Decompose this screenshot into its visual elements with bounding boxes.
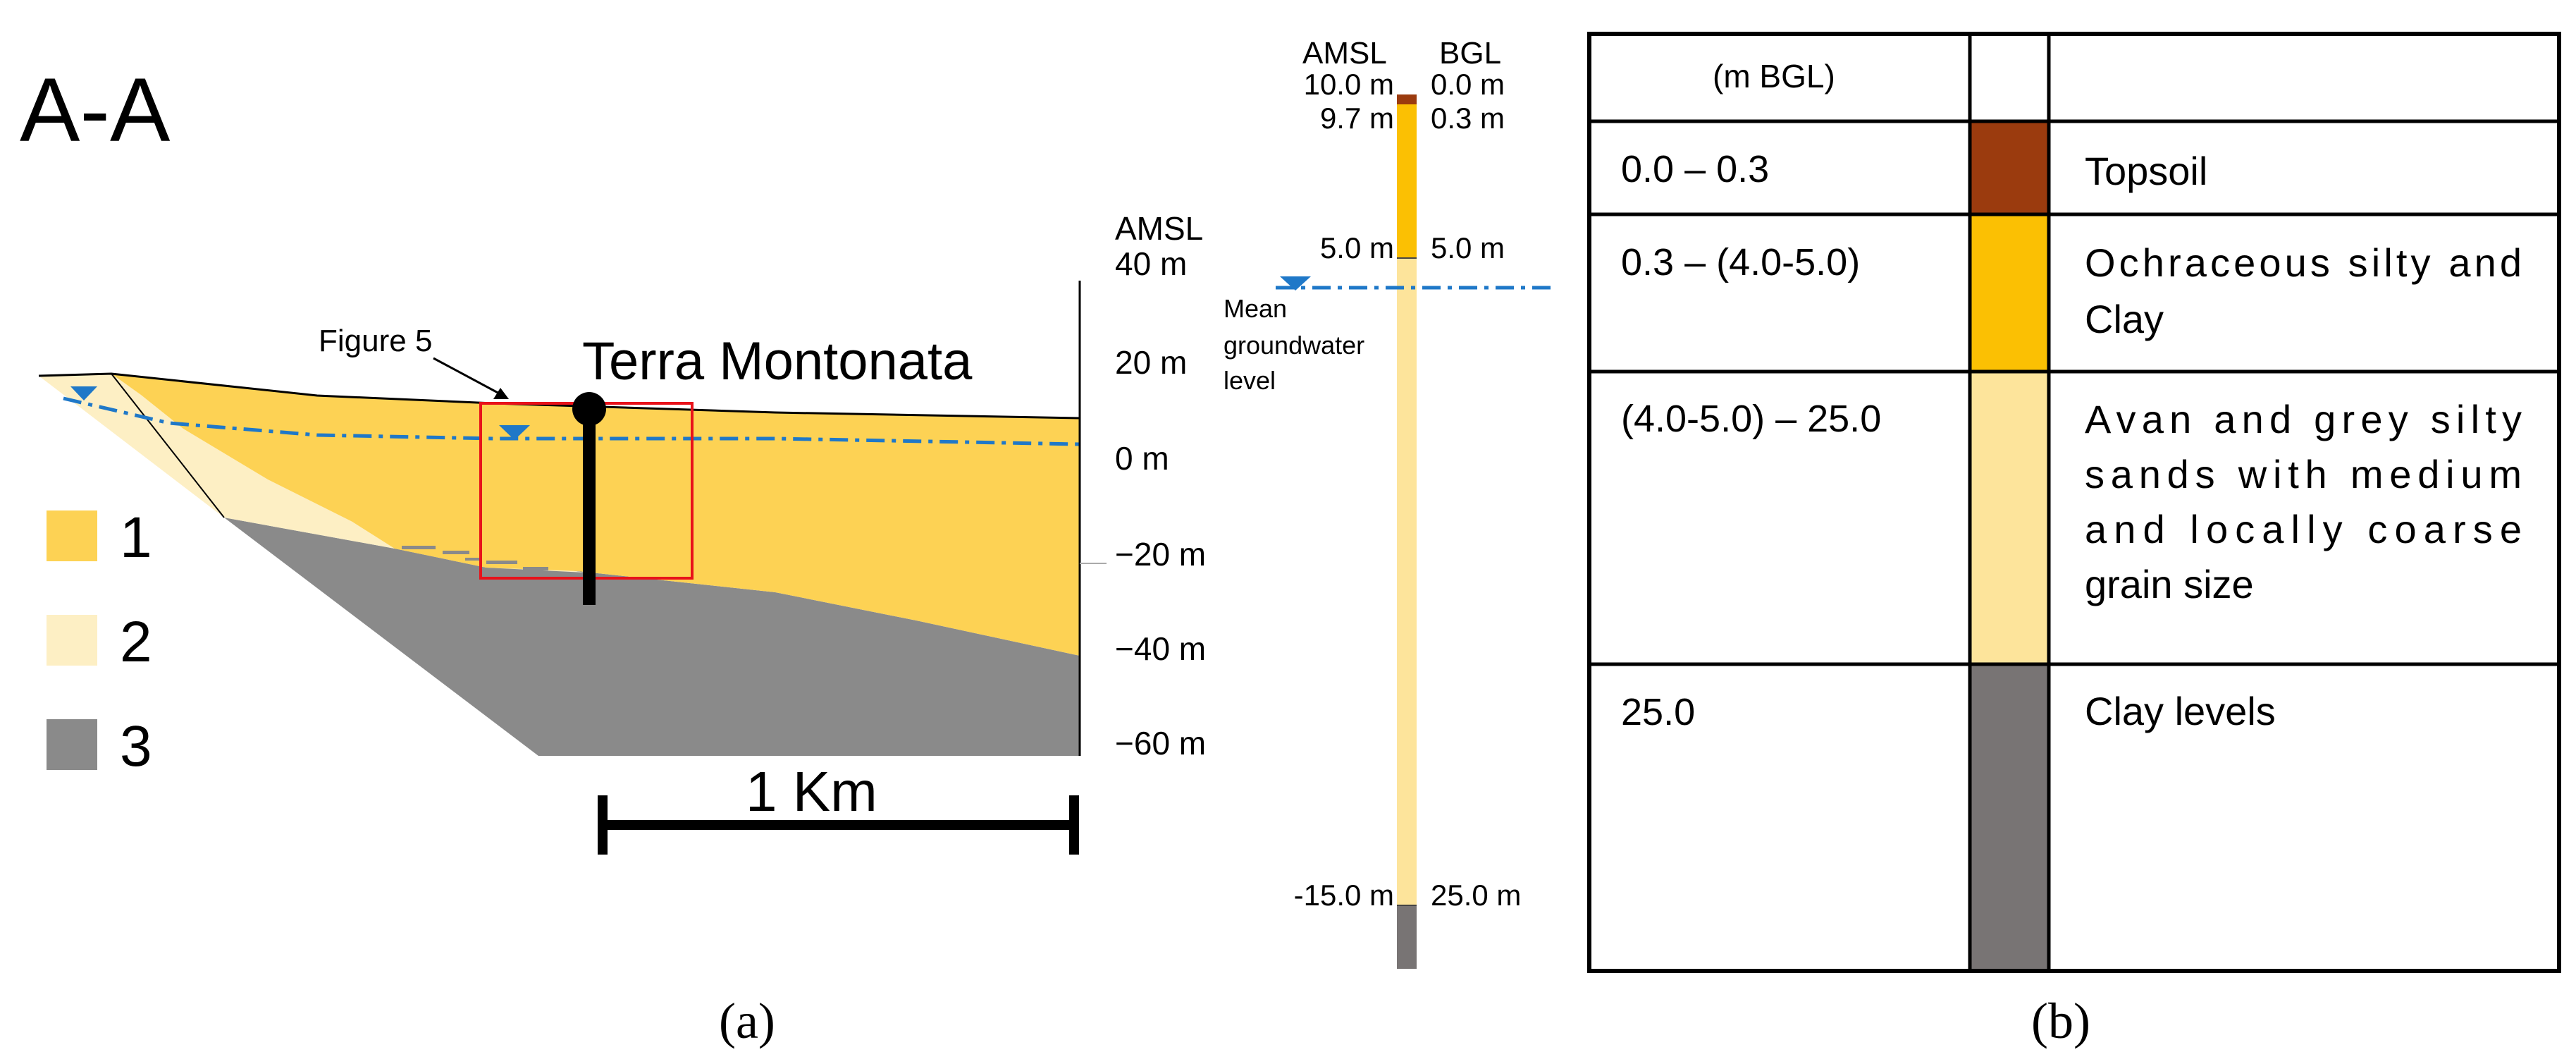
log-water-level-marker xyxy=(1280,276,1311,291)
legend-swatch-1 xyxy=(47,510,97,561)
elevation-tick-label: −20 m xyxy=(1115,536,1206,573)
table-description-cell: Clay levels xyxy=(2085,689,2276,733)
legend-label-3: 3 xyxy=(120,714,152,778)
legend-label-2: 2 xyxy=(120,610,152,674)
borehole-log: AMSL BGL 10.0 m 0.0 m 9.7 m 0.3 m 5.0 m … xyxy=(1224,36,1558,969)
elevation-tick-label: −60 m xyxy=(1115,725,1206,762)
section-title: A-A xyxy=(20,60,171,161)
figure-5-arrow-line xyxy=(433,357,503,396)
panel-a: A-A Figure 5 Terra Montonata xyxy=(20,60,1206,1049)
log-amsl-value: 9.7 m xyxy=(1320,102,1394,135)
legend-swatch-3 xyxy=(47,719,97,770)
elevation-tick-label: 0 m xyxy=(1115,440,1169,477)
scale-bar-label: 1 Km xyxy=(746,760,877,823)
log-groundwater-label-line-2: groundwater xyxy=(1224,331,1364,360)
log-bgl-value: 0.0 m xyxy=(1431,68,1505,101)
log-bgl-value: 5.0 m xyxy=(1431,231,1505,264)
log-clay-levels xyxy=(1397,905,1417,969)
log-topsoil xyxy=(1397,94,1417,104)
table-description-cell: grain size xyxy=(2085,562,2254,606)
table-description-cell: Topsoil xyxy=(2085,149,2207,193)
table-description-cell: Ochraceous silty and xyxy=(2085,240,2522,285)
elevation-tick-label: −40 m xyxy=(1115,630,1206,667)
layer-3-clay xyxy=(224,518,1080,756)
site-name: Terra Montonata xyxy=(582,331,973,391)
table-border xyxy=(1587,32,2561,973)
legend: 1 2 3 xyxy=(47,506,152,778)
log-groundwater-label-line-1: Mean xyxy=(1224,294,1287,323)
log-bgl-value: 25.0 m xyxy=(1431,879,1521,912)
figure-5-arrowhead xyxy=(493,388,509,399)
log-amsl-header: AMSL xyxy=(1302,36,1387,71)
log-silty-sands xyxy=(1397,258,1417,905)
borehole-head xyxy=(572,392,606,426)
log-amsl-value: 10.0 m xyxy=(1304,68,1394,101)
table-header-depth: (m BGL) xyxy=(1713,58,1835,94)
lithology-swatch-clay xyxy=(1970,664,2049,971)
lithology-swatch-topsoil xyxy=(1970,121,2049,214)
table-depth-cell: 25.0 xyxy=(1621,691,1695,733)
log-bgl-header: BGL xyxy=(1439,36,1501,71)
panel-b-caption: (b) xyxy=(2031,993,2090,1049)
table-description-cell: sands with medium xyxy=(2085,452,2522,496)
log-groundwater-label-line-3: level xyxy=(1224,366,1276,395)
log-bgl-value: 0.3 m xyxy=(1431,102,1505,135)
scale-bar: 1 Km xyxy=(598,760,1079,855)
table-description-cell: and locally coarse xyxy=(2085,507,2522,551)
table-depth-cell: 0.3 – (4.0-5.0) xyxy=(1621,241,1860,283)
groundwater-table-line xyxy=(63,396,1080,446)
panel-b-table: (m BGL) 0.0 – 0.3 0.3 – (4.0-5.0) (4.0-5… xyxy=(1587,32,2561,1049)
log-ochraceous-clay xyxy=(1397,104,1417,258)
section-border-left xyxy=(111,373,225,518)
sand-lenses xyxy=(402,546,548,570)
table-description-cell: Clay xyxy=(2085,297,2164,341)
elevation-axis-header: AMSL xyxy=(1115,210,1203,247)
elevation-tick-label: 40 m xyxy=(1115,245,1187,282)
water-level-marker-center xyxy=(499,425,530,440)
water-level-marker-left xyxy=(70,386,97,400)
legend-swatch-2 xyxy=(47,615,97,666)
figure-5-label: Figure 5 xyxy=(319,324,432,358)
log-amsl-value: -15.0 m xyxy=(1294,879,1394,912)
legend-label-1: 1 xyxy=(120,506,152,570)
table-depth-cell: 0.0 – 0.3 xyxy=(1621,148,1769,190)
elevation-tick-label: 20 m xyxy=(1115,344,1187,381)
lithology-swatch-ochraceous xyxy=(1970,214,2049,372)
ground-surface-line xyxy=(38,372,1080,420)
panel-a-caption: (a) xyxy=(719,993,775,1049)
table-description-cell: Avan and grey silty xyxy=(2085,397,2522,441)
table-depth-cell: (4.0-5.0) – 25.0 xyxy=(1621,398,1881,440)
log-amsl-value: 5.0 m xyxy=(1320,231,1394,264)
lithology-swatch-sands xyxy=(1970,372,2049,664)
